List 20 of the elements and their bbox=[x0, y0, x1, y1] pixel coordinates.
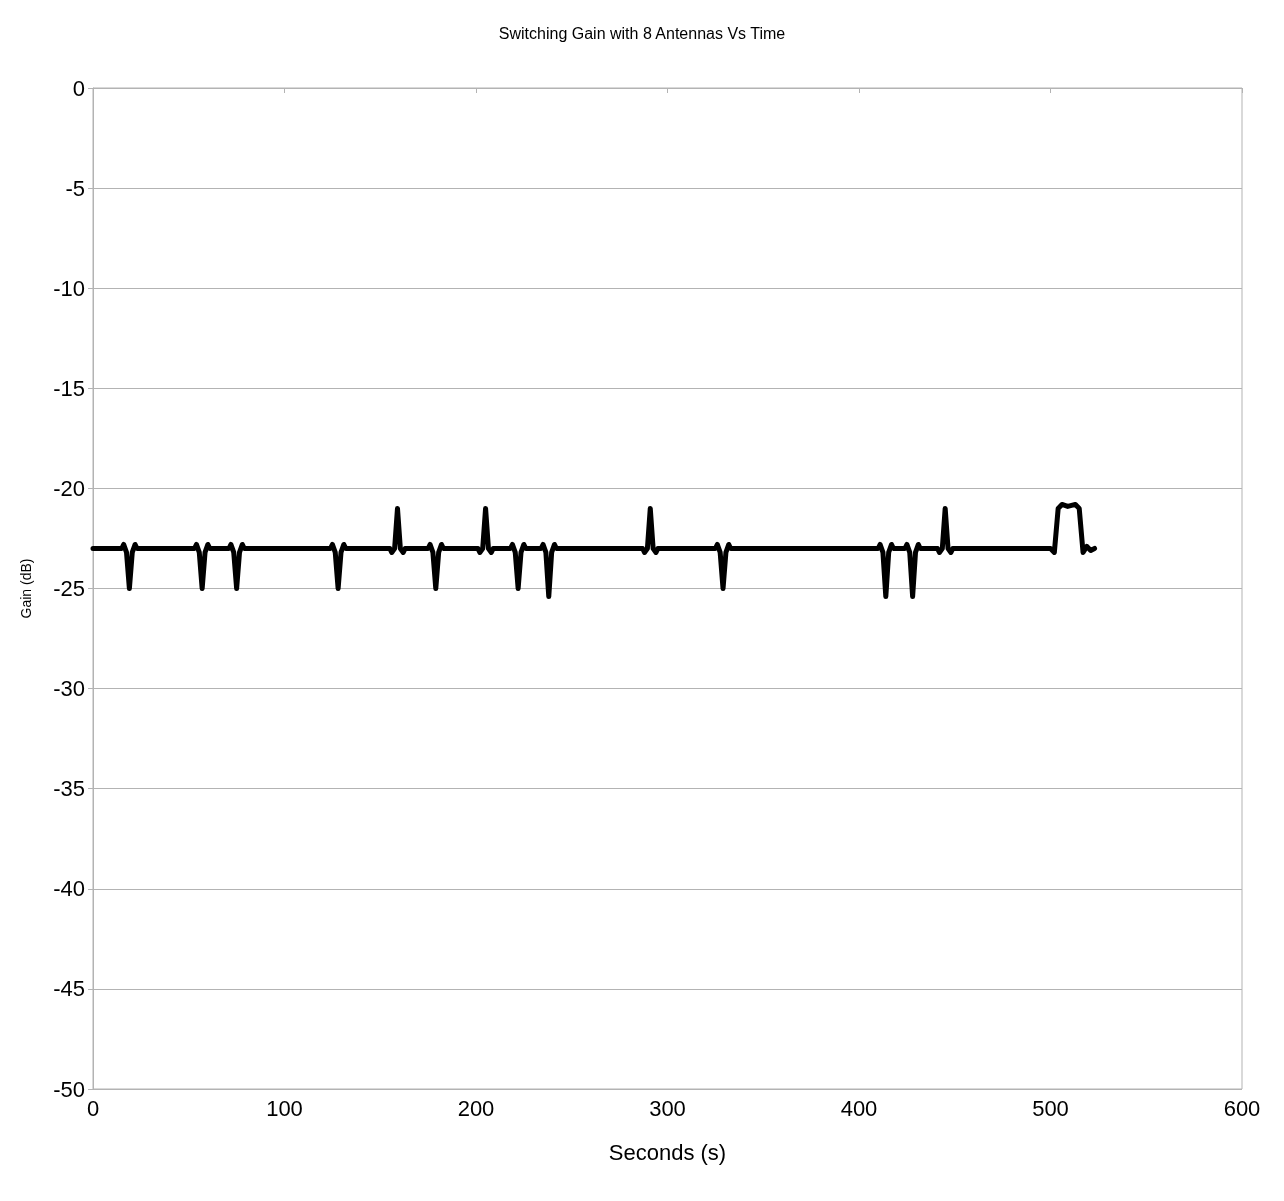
y-tick-label: -30 bbox=[53, 676, 85, 702]
x-tick-label: 300 bbox=[649, 1095, 686, 1121]
y-tick-label: -10 bbox=[53, 275, 85, 301]
x-axis-title: Seconds (s) bbox=[608, 1139, 727, 1165]
x-tick-label: 100 bbox=[266, 1095, 303, 1121]
y-tick-label: -35 bbox=[53, 776, 85, 802]
y-tick-label: -20 bbox=[53, 475, 85, 501]
y-tick-label: -40 bbox=[53, 876, 85, 902]
chart-title: Switching Gain with 8 Antennas Vs Time bbox=[498, 24, 786, 42]
y-tick-label: 0 bbox=[72, 75, 85, 101]
x-tick-label: 500 bbox=[1032, 1095, 1069, 1121]
x-tick-label: 400 bbox=[840, 1095, 878, 1121]
x-tick-label: 600 bbox=[1223, 1095, 1261, 1121]
x-tick-label: 200 bbox=[457, 1095, 495, 1121]
y-tick-label: -5 bbox=[65, 175, 85, 201]
y-axis-title: Gain (dB) bbox=[18, 558, 34, 619]
y-tick-label: -50 bbox=[53, 1076, 85, 1102]
y-tick-label: -15 bbox=[53, 375, 85, 401]
y-tick-label: -45 bbox=[53, 976, 85, 1002]
y-tick-label: -25 bbox=[53, 576, 85, 601]
